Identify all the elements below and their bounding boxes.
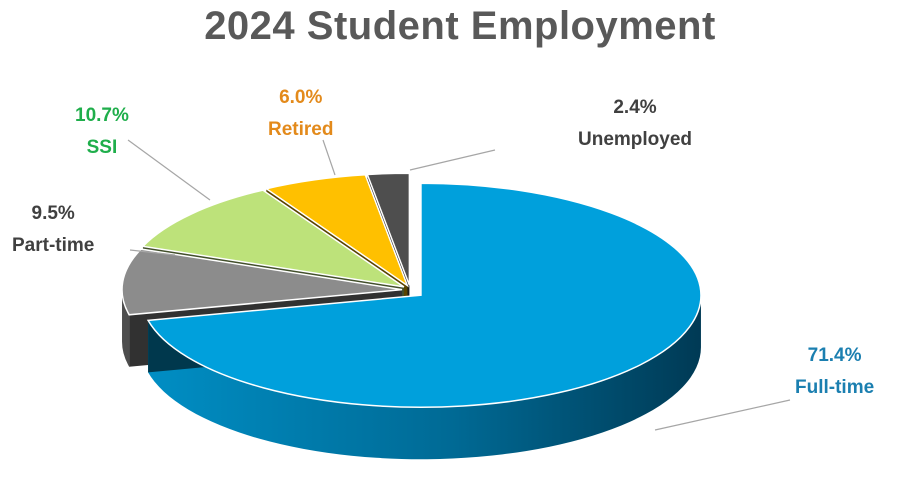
slice-label-full-time: 71.4% Full-time [795,340,874,404]
slice-label-part-time: 9.5% Part-time [12,198,94,262]
slice-label-ssi: 10.7% SSI [75,100,129,164]
leader-line-unemployed [409,149,496,171]
leader-line-ssi [127,139,211,201]
slice-name-part-time: Part-time [12,235,95,256]
slice-pct-unemployed: 2.4% [613,97,657,118]
slice-name-ssi: SSI [86,137,118,158]
slice-pct-full-time: 71.4% [807,345,862,366]
slice-full-time [146,182,702,408]
slice-side-part-time [122,289,130,367]
chart-title: 2024 Student Employment [204,4,716,48]
slice-label-unemployed: 2.4% Unemployed [578,92,692,156]
leader-line-part-time [129,249,176,256]
slice-pct-retired: 6.0% [279,87,323,108]
leader-line-retired [322,139,336,176]
slice-side-full-time [148,295,701,460]
slice-retired [264,173,409,288]
slice-pct-ssi: 10.7% [75,105,129,126]
slice-unemployed [366,172,411,286]
leader-line-full-time [654,399,791,431]
slice-label-retired: 6.0% Retired [268,82,333,146]
slice-name-retired: Retired [268,119,334,140]
slice-ssi [141,189,405,288]
slice-part-time [121,248,403,316]
slice-pct-part-time: 9.5% [31,203,75,224]
slice-name-full-time: Full-time [795,377,875,398]
slice-name-unemployed: Unemployed [578,129,693,150]
